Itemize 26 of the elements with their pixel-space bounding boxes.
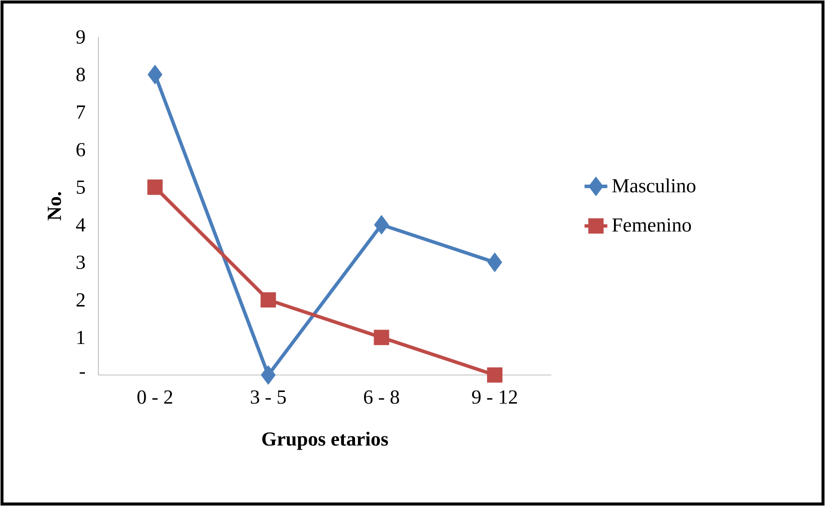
y-tick-label: 1 <box>77 330 84 344</box>
y-tick-label: 8 <box>76 68 85 82</box>
y-tick-label: 4 <box>76 218 86 232</box>
point <box>148 64 162 84</box>
point <box>374 330 390 346</box>
y-tick-label: 6 <box>76 142 86 156</box>
legend-label: Masculino <box>612 178 696 192</box>
legend-label: Femenino <box>612 218 691 232</box>
y-tick-label: - <box>80 372 85 374</box>
x-tick-label: 3 - 5 <box>250 390 286 404</box>
point <box>147 180 163 195</box>
y-tick-label: 2 <box>76 293 85 306</box>
point <box>260 365 276 385</box>
y-axis-title: No. <box>48 192 62 220</box>
y-tick-label: 5 <box>76 180 85 194</box>
y-tick-label: 3 <box>76 256 85 270</box>
point <box>260 292 276 308</box>
point <box>374 215 389 234</box>
x-axis-title: Grupos etarios <box>262 432 388 450</box>
x-tick-label: 0 - 2 <box>137 390 172 404</box>
point <box>487 367 502 383</box>
y-tick-label: 9 <box>76 30 85 44</box>
x-tick-label: 9 - 12 <box>472 390 517 404</box>
point <box>487 252 502 272</box>
y-tick-label: 7 <box>76 106 86 119</box>
x-tick-label: 6 - 8 <box>364 390 400 404</box>
